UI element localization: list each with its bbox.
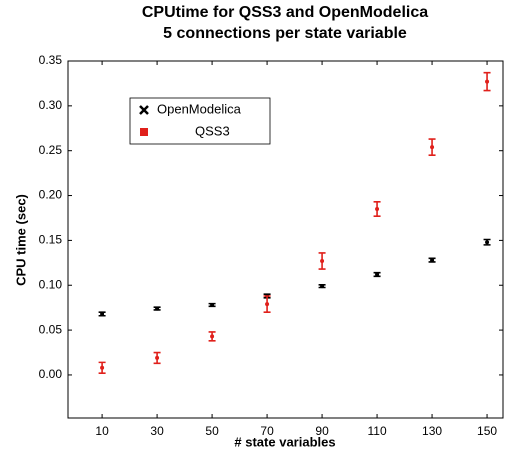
legend-label: OpenModelica	[157, 101, 242, 116]
data-point	[320, 284, 325, 289]
legend-marker	[140, 128, 148, 136]
legend-marker	[139, 105, 149, 115]
data-point	[100, 311, 105, 316]
y-tick-label: 0.15	[39, 233, 63, 247]
data-point	[320, 259, 325, 264]
y-tick-label: 0.00	[39, 367, 63, 381]
chart-title: 5 connections per state variable	[163, 25, 407, 42]
data-point	[210, 334, 215, 339]
x-tick-label: 150	[477, 424, 497, 438]
data-point	[485, 79, 490, 84]
x-tick-label: 70	[260, 424, 274, 438]
data-point	[155, 306, 160, 311]
chart-title: CPUtime for QSS3 and OpenModelica	[142, 4, 428, 21]
x-tick-label: 130	[422, 424, 442, 438]
data-point	[430, 145, 435, 150]
x-tick-label: 110	[367, 424, 386, 438]
legend-box	[129, 97, 271, 145]
data-point	[155, 355, 160, 360]
y-tick-label: 0.35	[39, 53, 63, 67]
data-point	[430, 258, 435, 263]
x-tick-label: 90	[315, 424, 329, 438]
y-tick-label: 0.30	[39, 98, 63, 112]
y-tick-label: 0.20	[39, 188, 63, 202]
y-tick-label: 0.25	[39, 143, 63, 157]
x-tick-label: 30	[150, 424, 164, 438]
data-point	[375, 272, 380, 277]
y-axis-label: CPU time (sec)	[13, 194, 28, 286]
plot-frame	[67, 60, 504, 419]
data-point	[485, 240, 490, 245]
y-tick-label: 0.10	[39, 277, 63, 291]
x-axis-label: # state variables	[234, 434, 335, 449]
y-tick-label: 0.05	[39, 322, 63, 336]
data-point	[210, 302, 215, 307]
legend-label: QSS3	[195, 123, 230, 138]
data-point	[100, 365, 105, 370]
data-point	[375, 207, 380, 212]
data-point	[265, 302, 270, 307]
x-tick-label: 50	[205, 424, 219, 438]
x-tick-label: 10	[95, 424, 109, 438]
